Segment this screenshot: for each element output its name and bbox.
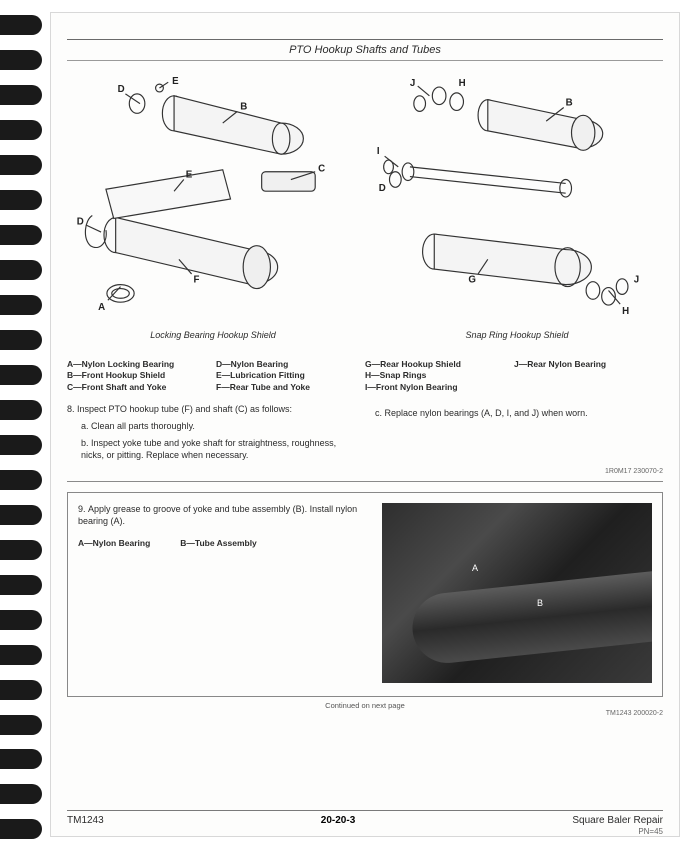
svg-text:D: D	[77, 216, 84, 227]
svg-text:I: I	[377, 146, 380, 157]
diagram-caption: Locking Bearing Hookup Shield	[67, 330, 359, 340]
svg-text:E: E	[186, 170, 193, 181]
legend-text: Nylon Bearing	[231, 359, 289, 369]
rule	[67, 39, 663, 40]
step-num: 8.	[67, 404, 75, 414]
photo-callout: B	[537, 598, 543, 608]
rule	[67, 481, 663, 482]
footer-left: TM1243	[67, 815, 104, 826]
step-text: Inspect PTO hookup tube (F) and shaft (C…	[77, 404, 292, 414]
diagram-left: D E B C D E F A Locking Bearing Hookup S…	[67, 71, 359, 351]
step-8: 8. Inspect PTO hookup tube (F) and shaft…	[67, 403, 663, 461]
svg-text:H: H	[622, 306, 629, 317]
svg-text:H: H	[459, 78, 466, 89]
svg-text:C: C	[318, 164, 325, 175]
page-title: PTO Hookup Shafts and Tubes	[67, 44, 663, 56]
diagram-right: J H B I D G H J Snap Ring Hookup Shield	[371, 71, 663, 351]
manual-page: PTO Hookup Shafts and Tubes	[50, 12, 680, 837]
reference-code: 1R0M17 230070-2	[67, 468, 663, 475]
legend-text: Rear Hookup Shield	[380, 359, 461, 369]
substep: b. Inspect yoke tube and yoke shaft for …	[67, 437, 355, 462]
reference-code: TM1243 200020-2	[67, 710, 663, 717]
page-number: 20-20-3	[321, 815, 355, 826]
substep: c. Replace nylon bearings (A, D, I, and …	[375, 407, 663, 420]
substep: a. Clean all parts thoroughly.	[67, 420, 355, 433]
legend-text: Front Shaft and Yoke	[82, 382, 167, 392]
legend-text: Rear Nylon Bearing	[527, 359, 606, 369]
footer-right: Square Baler Repair	[572, 815, 663, 826]
svg-text:B: B	[566, 98, 573, 109]
spiral-binding	[0, 0, 42, 855]
svg-text:A: A	[98, 302, 105, 313]
svg-text:D: D	[118, 84, 125, 95]
page-footer: TM1243 20-20-3 Square Baler Repair	[67, 810, 663, 826]
legend-text: Front Nylon Bearing	[376, 382, 458, 392]
legend: A—Nylon Locking Bearing B—Front Hookup S…	[67, 359, 663, 393]
svg-text:F: F	[194, 275, 200, 286]
rule	[67, 60, 663, 61]
step-num: 9.	[78, 504, 86, 514]
photo-illustration: A B	[382, 503, 652, 683]
legend-text: Lubrication Fitting	[230, 370, 305, 380]
legend-text: Nylon Locking Bearing	[82, 359, 175, 369]
diagram-row: D E B C D E F A Locking Bearing Hookup S…	[67, 71, 663, 351]
diagram-caption: Snap Ring Hookup Shield	[371, 330, 663, 340]
legend-text: B—Tube Assembly	[180, 538, 257, 550]
svg-text:J: J	[634, 275, 639, 286]
legend-text: Front Hookup Shield	[82, 370, 166, 380]
svg-text:J: J	[410, 78, 415, 89]
step-9-section: 9. Apply grease to groove of yoke and tu…	[67, 492, 663, 697]
step-text: Apply grease to groove of yoke and tube …	[78, 504, 357, 527]
svg-text:D: D	[379, 183, 386, 194]
svg-text:G: G	[468, 275, 476, 286]
svg-text:E: E	[172, 76, 179, 87]
photo-callout: A	[472, 563, 478, 573]
pn-label: PN=45	[638, 827, 663, 836]
continued-note: Continued on next page	[67, 701, 663, 710]
legend-text: Snap Rings	[380, 370, 427, 380]
svg-text:B: B	[240, 101, 247, 112]
legend-text: Rear Tube and Yoke	[230, 382, 310, 392]
legend-text: A—Nylon Bearing	[78, 538, 150, 550]
